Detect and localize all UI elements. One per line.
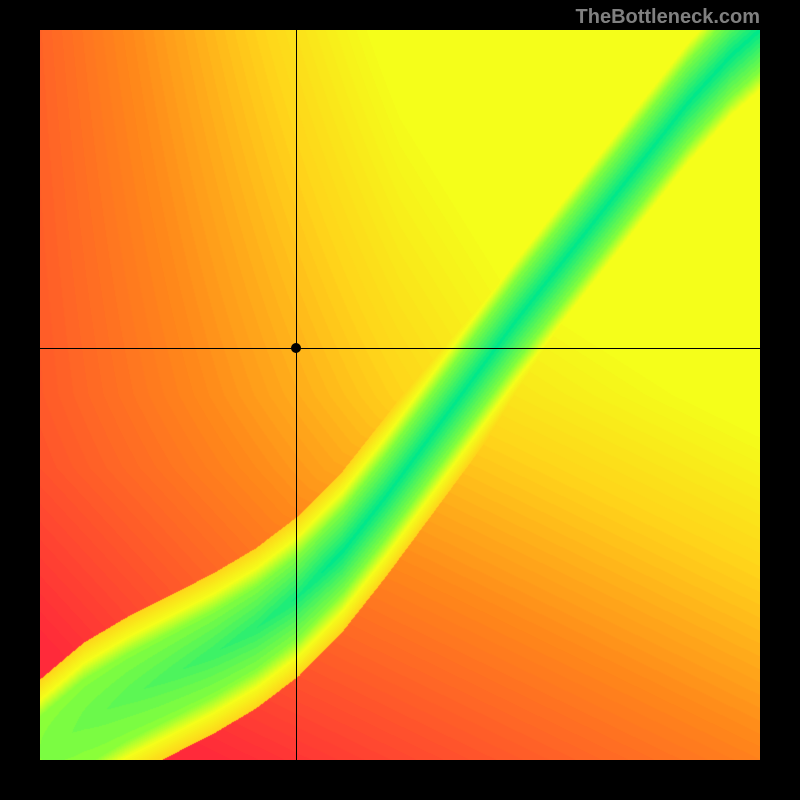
crosshair-vertical <box>296 30 297 760</box>
watermark-text: TheBottleneck.com <box>576 6 760 29</box>
plot-area <box>40 30 760 760</box>
crosshair-horizontal <box>40 348 760 349</box>
heatmap-canvas <box>40 30 760 760</box>
data-point-marker <box>291 343 301 353</box>
chart-container: TheBottleneck.com <box>0 0 800 800</box>
